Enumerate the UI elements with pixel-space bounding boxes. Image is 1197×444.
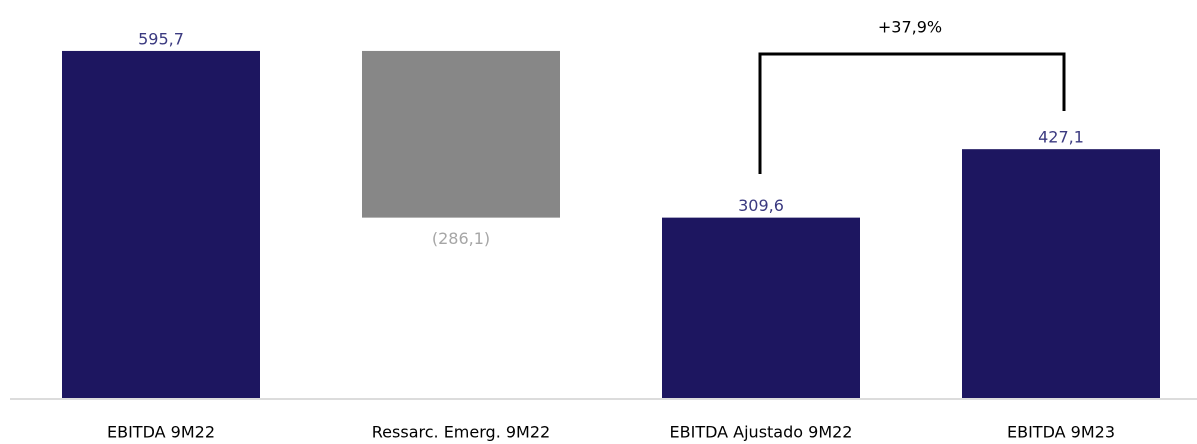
value-label: (286,1) — [432, 229, 490, 248]
x-tick-label: EBITDA 9M23 — [1007, 423, 1115, 442]
x-tick-label: EBITDA Ajustado 9M22 — [670, 423, 853, 442]
value-label: 427,1 — [1038, 128, 1084, 147]
value-label: 309,6 — [738, 196, 784, 215]
growth-bracket — [758, 52, 1066, 174]
bar — [662, 217, 860, 398]
growth-annotation: +37,9% — [878, 18, 942, 37]
bar — [62, 50, 260, 398]
bar — [962, 149, 1160, 398]
x-tick-label: EBITDA 9M22 — [107, 423, 215, 442]
x-tick-label: Ressarc. Emerg. 9M22 — [372, 423, 550, 442]
bar — [362, 50, 560, 218]
value-label: 595,7 — [138, 29, 184, 48]
